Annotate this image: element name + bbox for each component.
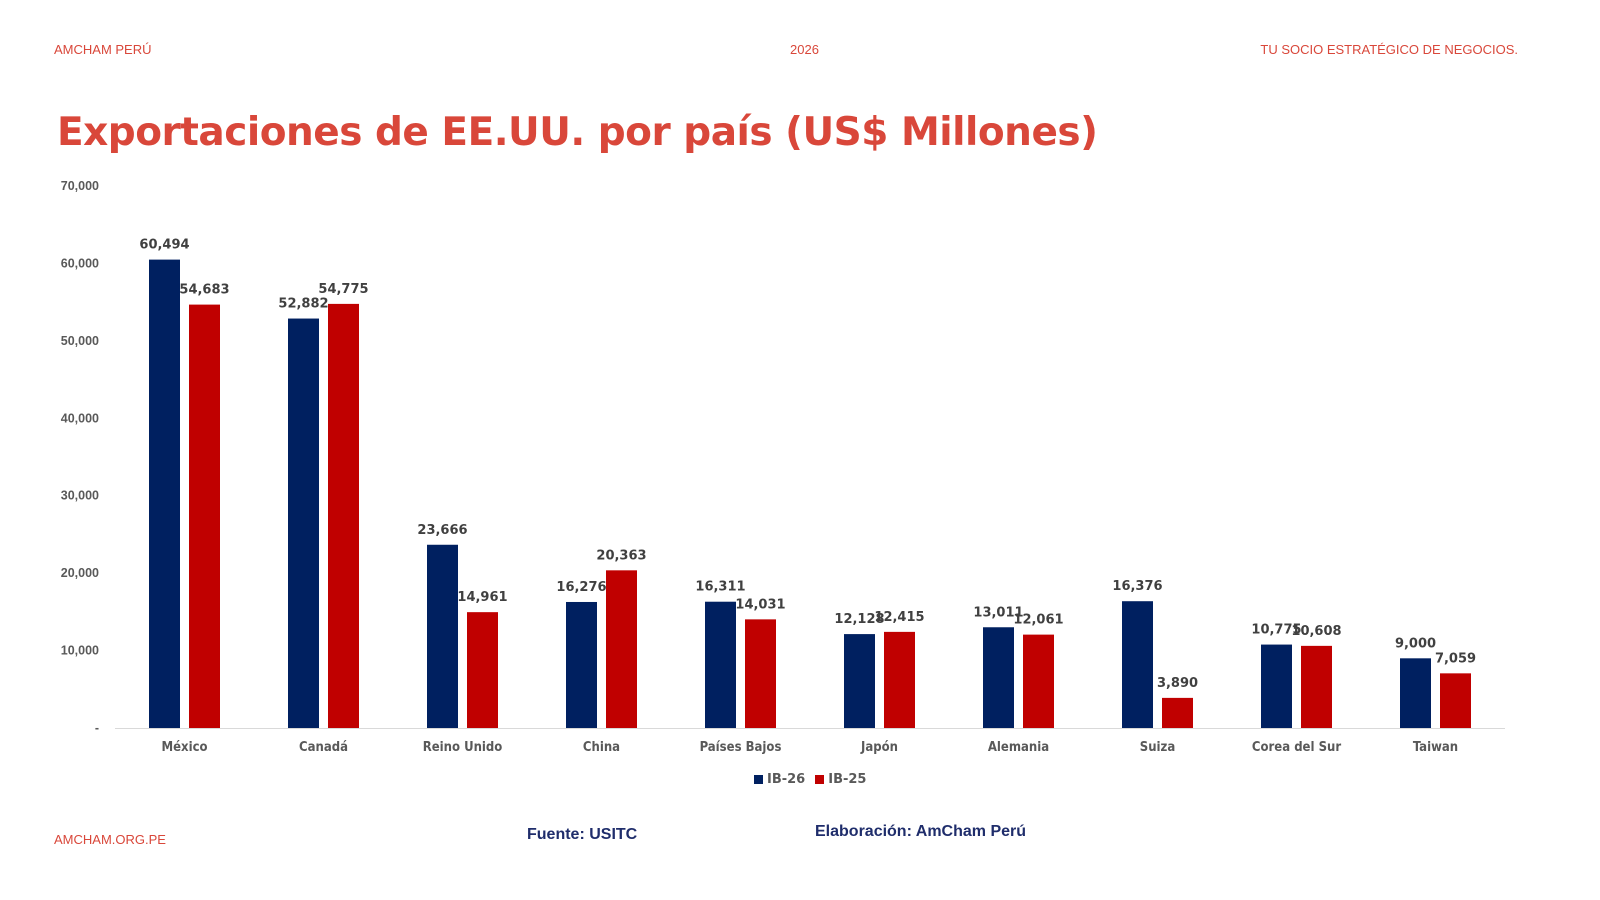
bar-ib-26-0 — [149, 259, 180, 728]
data-label-ib-26-7: 16,376 — [1112, 579, 1162, 594]
x-tick-label: Taiwan — [1413, 740, 1458, 755]
bar-ib-25-9 — [1440, 673, 1471, 728]
bar-ib-25-7 — [1162, 697, 1193, 728]
x-tick-label: Alemania — [988, 740, 1049, 755]
bar-ib-25-3 — [606, 570, 637, 728]
x-tick-label: Reino Unido — [423, 740, 503, 755]
bar-ib-25-5 — [884, 631, 915, 728]
legend-item-ib25: IB-25 — [815, 772, 866, 787]
bar-ib-26-2 — [427, 544, 458, 728]
data-label-ib-25-0: 54,683 — [179, 283, 229, 298]
x-tick-label: China — [583, 740, 620, 755]
bars — [149, 259, 1471, 728]
bar-ib-26-7 — [1122, 601, 1153, 728]
bar-ib-26-6 — [983, 627, 1014, 728]
bar-ib-25-6 — [1023, 634, 1054, 728]
bar-ib-26-3 — [566, 601, 597, 728]
x-tick-label: Países Bajos — [700, 740, 782, 755]
data-label-ib-25-6: 12,061 — [1013, 613, 1063, 628]
bar-ib-25-2 — [467, 612, 498, 728]
data-label-ib-26-2: 23,666 — [417, 523, 467, 538]
bar-ib-26-5 — [844, 634, 875, 728]
data-label-ib-26-1: 52,882 — [278, 297, 328, 312]
x-tick-label: México — [161, 740, 207, 755]
y-tick-label: 40,000 — [61, 411, 99, 425]
data-label-ib-25-1: 54,775 — [318, 282, 368, 297]
legend-label-ib25: IB-25 — [828, 772, 867, 787]
y-tick-label: 60,000 — [61, 256, 99, 270]
y-tick-label: 70,000 — [61, 179, 99, 193]
x-tick-label: Corea del Sur — [1252, 740, 1341, 755]
data-label-ib-26-0: 60,494 — [139, 238, 189, 253]
legend-item-ib26: IB-26 — [754, 772, 805, 787]
bar-ib-26-4 — [705, 601, 736, 728]
legend-swatch-ib26 — [754, 775, 763, 784]
header-year: 2026 — [790, 42, 819, 57]
data-label-ib-25-4: 14,031 — [735, 597, 785, 612]
x-tick-label: Canadá — [299, 740, 348, 755]
data-label-ib-26-3: 16,276 — [556, 580, 606, 595]
footer-website: AMCHAM.ORG.PE — [54, 832, 166, 847]
bar-ib-25-0 — [189, 304, 220, 728]
bar-ib-25-4 — [745, 619, 776, 728]
credit-note: Elaboración: AmCham Perú — [815, 823, 1027, 840]
data-label-ib-26-5: 12,128 — [834, 612, 884, 627]
x-tick-label: Japón — [860, 740, 898, 755]
bar-ib-25-1 — [328, 303, 359, 728]
data-label-ib-25-2: 14,961 — [457, 590, 507, 605]
y-tick-label: 50,000 — [61, 334, 99, 348]
x-tick-label: Suiza — [1140, 740, 1175, 755]
bar-ib-26-8 — [1261, 644, 1292, 728]
source-note: Fuente: USITC — [527, 826, 638, 843]
header-brand: AMCHAM PERÚ — [54, 42, 152, 57]
bar-ib-26-1 — [288, 318, 319, 728]
legend: IB-26 IB-25 — [754, 772, 866, 787]
legend-label-ib26: IB-26 — [767, 772, 806, 787]
data-label-ib-26-4: 16,311 — [695, 580, 745, 595]
data-label-ib-25-3: 20,363 — [596, 548, 646, 563]
bar-chart: - 10,000 20,000 30,000 40,000 50,000 60,000 70,… — [61, 179, 1505, 755]
y-tick-label: 30,000 — [61, 489, 99, 503]
data-label-ib-25-7: 3,890 — [1157, 676, 1198, 691]
y-tick-label: 10,000 — [61, 644, 99, 658]
data-label-ib-25-8: 10,608 — [1291, 624, 1341, 639]
header-tagline: TU SOCIO ESTRATÉGICO DE NEGOCIOS. — [1260, 42, 1518, 57]
data-label-ib-25-5: 12,415 — [874, 610, 924, 625]
data-label-ib-25-9: 7,059 — [1435, 651, 1476, 666]
bar-ib-25-8 — [1301, 645, 1332, 728]
y-tick-label: - — [95, 721, 99, 735]
data-label-ib-26-8: 10,775 — [1251, 623, 1301, 638]
legend-swatch-ib25 — [815, 775, 825, 784]
data-label-ib-26-6: 13,011 — [973, 605, 1023, 620]
y-axis: - 10,000 20,000 30,000 40,000 50,000 60,000 70,… — [61, 179, 99, 735]
y-tick-label: 20,000 — [61, 566, 99, 580]
x-axis: México Canadá Reino Unido China Países Bajos… — [161, 740, 1458, 755]
chart-title: Exportaciones de EE.UU. por país (US$ Mi… — [57, 110, 1098, 155]
data-label-ib-26-9: 9,000 — [1395, 636, 1436, 651]
bar-ib-26-9 — [1400, 658, 1431, 728]
